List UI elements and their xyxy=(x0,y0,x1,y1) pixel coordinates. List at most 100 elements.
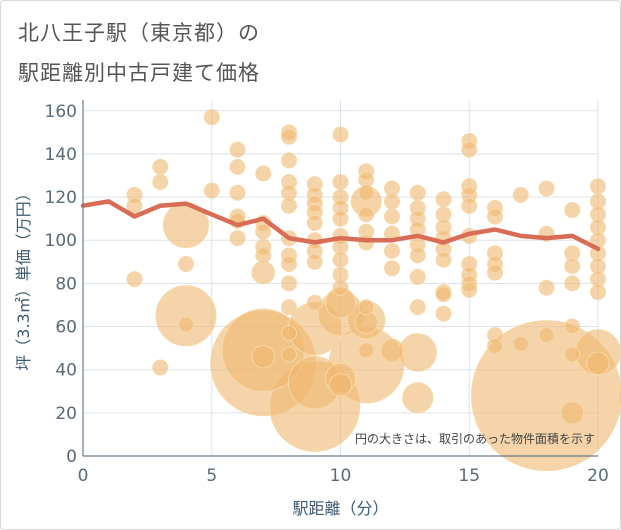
y-tick-label: 140 xyxy=(45,145,77,165)
bubble-point xyxy=(358,206,375,223)
y-tick-label: 20 xyxy=(55,404,77,424)
y-tick-label: 120 xyxy=(45,188,77,208)
x-axis-title: 駅距離（分） xyxy=(292,499,388,518)
bubble-point xyxy=(560,401,584,425)
bubble-point xyxy=(281,299,297,316)
bubble-point xyxy=(586,351,610,375)
x-tick-label: 10 xyxy=(330,466,352,486)
bubble-point xyxy=(358,184,375,201)
bubble-point xyxy=(281,255,297,272)
bubble-point xyxy=(332,251,349,268)
x-tick-label: 5 xyxy=(206,466,217,486)
bubble-point xyxy=(229,158,246,175)
bubble-point xyxy=(487,337,503,354)
bubble-point xyxy=(409,184,426,201)
bubble-point xyxy=(512,335,529,352)
bubble-point xyxy=(564,346,581,363)
bubble-point xyxy=(564,202,581,219)
bubble-point xyxy=(435,191,452,208)
axes xyxy=(82,100,598,457)
bubble-point xyxy=(402,382,434,414)
bubble-point xyxy=(384,193,400,210)
bubble-point xyxy=(251,345,275,369)
bubble-point xyxy=(328,373,353,397)
bubble-point xyxy=(152,158,169,175)
y-tick-label: 60 xyxy=(55,318,77,338)
bubble-point xyxy=(435,251,452,268)
bubble-point xyxy=(255,247,272,264)
bubble-point xyxy=(203,182,220,199)
bubble-point xyxy=(306,214,323,231)
bubble-series xyxy=(126,109,621,472)
y-tick-label: 0 xyxy=(66,447,77,467)
trend-line xyxy=(80,199,601,252)
chart-title-line1: 北八王子駅（東京都）の xyxy=(18,21,260,45)
bubble-point xyxy=(461,281,478,298)
y-tick-label: 100 xyxy=(45,231,77,251)
bubble-point xyxy=(152,173,169,190)
bubble-point xyxy=(487,264,503,281)
bubble-point xyxy=(251,260,275,285)
bubble-point xyxy=(409,247,426,264)
bubble-point xyxy=(255,165,272,182)
y-tick-label: 160 xyxy=(45,102,77,122)
bubble-point xyxy=(281,152,297,169)
size-note: 円の大きさは、取引のあった物件面積を示す xyxy=(355,431,595,446)
bubble-point xyxy=(306,294,323,311)
bubble-point xyxy=(538,180,555,197)
bubble-point xyxy=(564,258,581,275)
bubble-point xyxy=(409,268,426,285)
bubble-point xyxy=(409,299,426,316)
bubble-point xyxy=(590,178,606,195)
bubble-point xyxy=(126,271,143,288)
bubble-point xyxy=(461,141,478,158)
chart-title-line2: 駅距離別中古戸建て価格 xyxy=(18,61,260,85)
bubble-point xyxy=(487,208,503,225)
bubble-point xyxy=(358,342,375,359)
bubble-point xyxy=(332,210,349,227)
bubble-point xyxy=(332,173,349,190)
bubble-point xyxy=(461,197,478,214)
bubble-point xyxy=(229,230,246,247)
bubble-point xyxy=(380,338,404,363)
bubble-point xyxy=(384,260,400,277)
bubble-point xyxy=(255,223,272,240)
bubble-point xyxy=(564,318,581,335)
tick-labels: 0 20 40 60 80 100 120 140 160 0 5 10 15 20 xyxy=(45,102,609,486)
bubble-point xyxy=(332,126,349,143)
bubble-point xyxy=(538,327,555,344)
bubble-point xyxy=(152,359,169,376)
bubble-point xyxy=(358,299,375,316)
bubble-point xyxy=(126,197,143,214)
bubble-point xyxy=(281,325,297,342)
bubble-point xyxy=(384,208,400,225)
y-axis-title: 坪（3.3㎡）単価（万円） xyxy=(14,185,33,370)
bubble-point xyxy=(306,253,323,270)
bubble-point xyxy=(178,255,194,272)
bubble-point xyxy=(590,284,606,301)
bubble-point xyxy=(178,316,194,333)
bubble-point xyxy=(564,275,581,292)
bubble-point xyxy=(435,305,452,322)
bubble-point xyxy=(281,346,297,363)
x-tick-label: 20 xyxy=(587,466,609,486)
bubble-point xyxy=(155,285,217,347)
bubble-point xyxy=(398,333,437,372)
trend-line-group xyxy=(80,199,601,252)
x-tick-label: 15 xyxy=(458,466,480,486)
bubble-point xyxy=(281,197,297,214)
bubble-point xyxy=(435,286,452,303)
x-tick-label: 0 xyxy=(78,466,89,486)
y-tick-label: 80 xyxy=(55,274,77,294)
bubble-point xyxy=(332,279,349,296)
y-tick-label: 40 xyxy=(55,361,77,381)
bubble-point xyxy=(384,243,400,260)
bubble-point xyxy=(538,279,555,296)
bubble-point xyxy=(229,141,246,158)
bubble-point xyxy=(281,128,297,145)
bubble-point xyxy=(512,186,529,203)
bubble-point xyxy=(203,109,220,126)
bubble-point xyxy=(281,275,297,292)
bubble-point xyxy=(229,184,246,201)
